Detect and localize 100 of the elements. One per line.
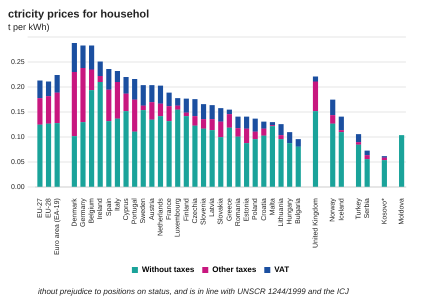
bar	[270, 122, 276, 126]
bar	[106, 90, 112, 122]
bar	[226, 114, 232, 128]
bar	[98, 82, 103, 187]
bar	[261, 136, 266, 187]
bar	[278, 124, 284, 136]
bar	[166, 92, 172, 106]
chart-title: ctricity prices for househol	[8, 8, 150, 21]
bar	[356, 142, 362, 145]
bar	[364, 155, 370, 160]
bar	[210, 130, 215, 187]
bar	[296, 146, 301, 187]
bar	[72, 43, 77, 72]
bar	[37, 124, 43, 187]
bar	[192, 126, 198, 187]
bar	[106, 121, 112, 187]
bar	[132, 100, 138, 132]
bar	[330, 124, 336, 187]
bar	[364, 150, 370, 156]
bar	[123, 77, 129, 94]
bar	[166, 121, 172, 187]
bar	[330, 100, 336, 116]
bar	[140, 106, 146, 110]
bar	[166, 106, 172, 122]
bar	[226, 110, 232, 114]
bar	[89, 70, 94, 90]
bar	[338, 132, 344, 187]
bar	[106, 69, 112, 90]
legend-label: VAT	[274, 265, 290, 274]
bar	[235, 116, 241, 128]
bar	[218, 122, 224, 138]
bar	[123, 111, 129, 187]
legend-label: Other taxes	[212, 265, 257, 274]
bar	[123, 94, 129, 112]
bar	[200, 104, 206, 120]
bar	[46, 96, 52, 124]
bar	[175, 110, 180, 187]
bar	[80, 122, 86, 187]
bar	[210, 105, 215, 120]
bar	[244, 143, 250, 187]
bar	[184, 98, 189, 113]
bar	[218, 137, 224, 187]
bar	[114, 118, 120, 187]
bar	[89, 46, 94, 70]
bar	[338, 116, 344, 130]
bar	[364, 159, 370, 187]
legend-label: Without taxes	[142, 265, 195, 274]
bar	[210, 119, 215, 130]
bar	[98, 62, 103, 76]
bar	[140, 85, 146, 106]
bar	[132, 132, 138, 187]
bar	[252, 118, 258, 132]
bar	[175, 98, 180, 106]
bar	[140, 110, 146, 187]
bar	[235, 128, 241, 137]
bar	[312, 76, 318, 82]
bar	[270, 126, 276, 187]
bar	[80, 68, 86, 122]
bar	[192, 99, 198, 116]
bar	[72, 72, 77, 136]
bar	[175, 106, 180, 110]
bar	[382, 160, 387, 187]
text: ithout prejudice to positions on status, and is in line with UNSCR 1244/1999 and the ICJ	[38, 287, 350, 296]
bar	[312, 111, 318, 187]
bar	[149, 120, 154, 187]
bar	[235, 136, 241, 187]
bar	[149, 102, 154, 120]
bar	[37, 98, 43, 125]
bar	[287, 143, 292, 187]
bar	[54, 92, 60, 124]
bar	[226, 128, 232, 187]
bar	[158, 116, 164, 187]
bar	[399, 135, 404, 187]
bar	[244, 128, 250, 144]
bar	[46, 82, 52, 96]
bar	[192, 116, 198, 126]
bar	[72, 136, 77, 187]
bar	[244, 116, 250, 129]
bar	[356, 134, 362, 142]
bar	[80, 46, 86, 68]
bar	[132, 79, 138, 100]
bar	[200, 128, 206, 187]
bar	[149, 85, 154, 102]
bar	[278, 139, 284, 187]
bar	[200, 119, 206, 129]
bar	[252, 139, 258, 187]
bar	[278, 135, 284, 140]
chart-subtitle: t per kWh)	[8, 22, 50, 32]
bar	[54, 123, 60, 187]
bar	[287, 132, 292, 144]
bar	[382, 158, 387, 160]
bar	[54, 75, 60, 93]
bar	[218, 108, 224, 122]
bar	[158, 86, 164, 104]
bar	[89, 90, 94, 187]
bar	[37, 80, 43, 98]
bar	[261, 122, 266, 129]
bar	[261, 128, 266, 136]
bar	[356, 144, 362, 187]
bar	[184, 112, 189, 116]
